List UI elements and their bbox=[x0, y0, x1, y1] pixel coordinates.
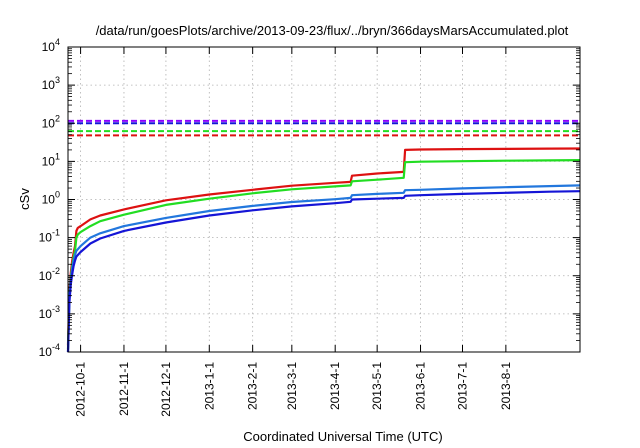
x-axis-label: Coordinated Universal Time (UTC) bbox=[243, 429, 442, 444]
y-tick-label: 101 bbox=[42, 151, 60, 168]
chart-title: /data/run/goesPlots/archive/2013-09-23/f… bbox=[96, 23, 569, 38]
y-tick-label: 100 bbox=[42, 190, 60, 207]
y-tick-label: 10-4 bbox=[39, 342, 60, 359]
series-line bbox=[66, 159, 581, 350]
series-lines bbox=[66, 147, 581, 353]
x-tick-label: 2013-5-1 bbox=[370, 362, 384, 410]
grid-lines bbox=[68, 47, 580, 352]
limit-lines bbox=[68, 119, 580, 137]
x-tick-label: 2013-3-1 bbox=[285, 362, 299, 410]
x-tick-label: 2013-6-1 bbox=[414, 362, 428, 410]
y-tick-label: 10-2 bbox=[39, 266, 60, 283]
y-axis-ticks: 10-4 10-3 10-2 10-1 100 101 102 103 104 bbox=[39, 37, 580, 359]
series-line bbox=[66, 190, 581, 353]
x-tick-label: 2013-2-1 bbox=[246, 362, 260, 410]
y-tick-label: 103 bbox=[42, 75, 60, 92]
x-tick-label: 2012-10-1 bbox=[74, 362, 88, 417]
y-tick-label: 10-1 bbox=[39, 228, 60, 245]
x-tick-label: 2012-12-1 bbox=[159, 362, 173, 417]
series-line bbox=[66, 147, 581, 346]
y-axis-label: cSv bbox=[17, 188, 32, 210]
series-line bbox=[66, 184, 581, 353]
y-tick-label: 10-3 bbox=[39, 304, 60, 321]
y-tick-label: 102 bbox=[42, 113, 60, 130]
x-tick-label: 2013-7-1 bbox=[455, 362, 469, 410]
x-tick-label: 2013-8-1 bbox=[499, 362, 513, 410]
x-tick-label: 2013-4-1 bbox=[328, 362, 342, 410]
x-tick-label: 2013-1-1 bbox=[202, 362, 216, 410]
y-tick-label: 104 bbox=[42, 37, 60, 54]
x-tick-label: 2012-11-1 bbox=[117, 362, 131, 416]
x-axis-ticks: 2012-10-1 2012-11-1 2012-12-1 2013-1-1 2013-… bbox=[74, 47, 513, 417]
